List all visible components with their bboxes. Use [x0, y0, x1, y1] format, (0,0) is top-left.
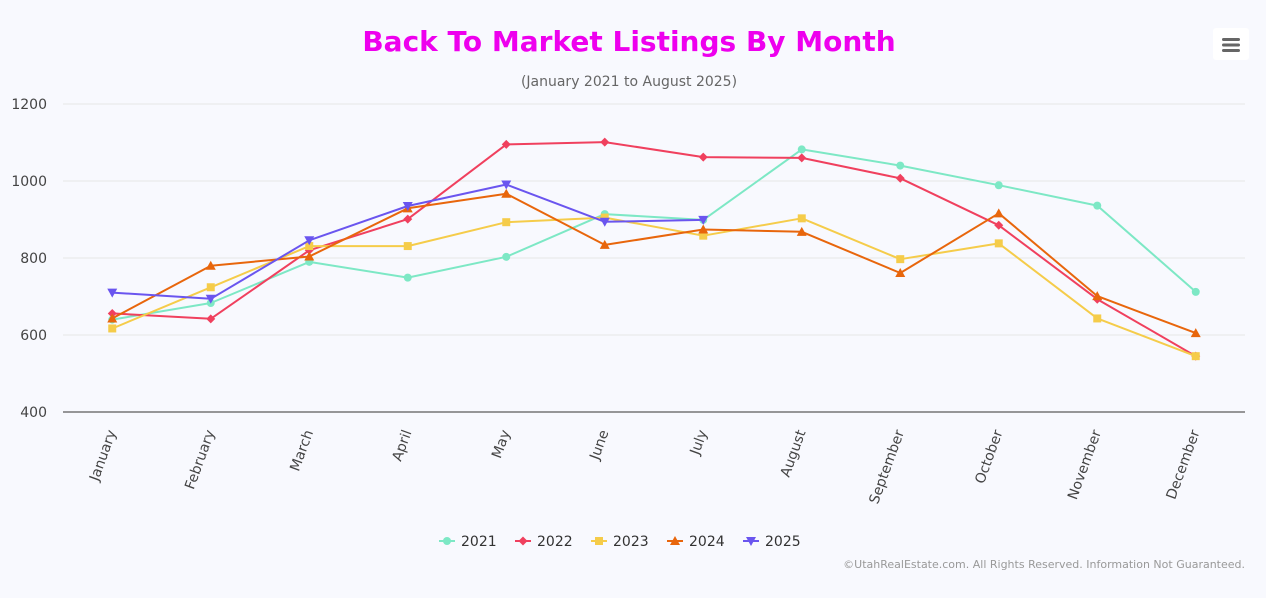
data-point-2022[interactable] — [698, 152, 708, 162]
series-2021 — [108, 145, 1200, 324]
series-line-2022 — [112, 141, 1197, 358]
data-point-2022[interactable] — [107, 308, 117, 318]
data-point-2024[interactable] — [698, 224, 709, 234]
y-tick-label: 600 — [20, 328, 47, 344]
data-point-2022[interactable] — [206, 314, 216, 324]
series-2025 — [107, 180, 709, 304]
data-point-2024[interactable] — [205, 260, 216, 270]
series-2022 — [107, 137, 1201, 361]
data-point-2021[interactable] — [1191, 287, 1200, 296]
x-tick-label: December — [1164, 428, 1204, 502]
x-tick-label: August — [778, 427, 810, 479]
legend-item-2021[interactable]: 2021 — [439, 534, 497, 550]
data-point-2024[interactable] — [501, 188, 512, 198]
data-point-2024[interactable] — [599, 239, 610, 249]
x-axis: January February March April May June July Augu… — [86, 427, 1203, 506]
data-point-2022[interactable] — [797, 153, 807, 163]
data-point-2023[interactable] — [994, 239, 1003, 248]
data-point-2023[interactable] — [1093, 314, 1102, 323]
legend-label[interactable]: 2021 — [461, 534, 497, 550]
grid-lines — [63, 103, 1245, 336]
data-point-2023[interactable] — [403, 242, 412, 251]
y-tick-label: 800 — [20, 251, 47, 267]
x-tick-label: February — [182, 428, 218, 492]
data-point-2023[interactable] — [502, 218, 511, 227]
legend-marker[interactable] — [595, 537, 603, 545]
legend-label[interactable]: 2024 — [689, 534, 725, 550]
x-tick-label: July — [687, 428, 711, 458]
data-point-2021[interactable] — [502, 252, 511, 261]
data-point-2024[interactable] — [796, 226, 807, 236]
data-point-2025[interactable] — [402, 202, 413, 212]
data-point-2022[interactable] — [600, 137, 610, 147]
data-point-2024[interactable] — [993, 208, 1004, 218]
x-tick-label: October — [972, 428, 1006, 486]
x-tick-label: November — [1065, 428, 1105, 502]
credits-text[interactable]: ©UtahRealEstate.com. All Rights Reserved… — [843, 558, 1245, 571]
x-tick-label: June — [587, 428, 613, 463]
data-point-2025[interactable] — [698, 215, 709, 225]
x-tick-label: March — [287, 428, 317, 474]
data-point-2023[interactable] — [896, 255, 905, 264]
legend-item-2025[interactable]: 2025 — [743, 534, 801, 550]
data-point-2024[interactable] — [107, 313, 118, 323]
legend-label[interactable]: 2023 — [613, 534, 649, 550]
series-line-2024 — [111, 192, 1197, 335]
data-point-2022[interactable] — [403, 214, 413, 224]
export-menu-button[interactable] — [1213, 28, 1249, 60]
series-group — [107, 137, 1201, 361]
data-point-2021[interactable] — [1093, 201, 1102, 210]
data-point-2022[interactable] — [501, 139, 511, 149]
data-point-2024[interactable] — [1190, 328, 1201, 338]
y-tick-label: 400 — [20, 405, 47, 421]
data-point-2025[interactable] — [501, 180, 512, 190]
legend-marker[interactable] — [443, 537, 451, 545]
data-point-2023[interactable] — [206, 283, 215, 292]
chart-subtitle: (January 2021 to August 2025) — [521, 74, 737, 90]
series-line-2021 — [112, 148, 1197, 321]
y-axis: 400 600 800 1000 1200 — [11, 97, 1245, 421]
data-point-2023[interactable] — [305, 242, 314, 251]
data-point-2023[interactable] — [108, 324, 117, 333]
data-point-2023[interactable] — [1191, 352, 1200, 361]
data-point-2023[interactable] — [797, 214, 806, 223]
legend-item-2024[interactable]: 2024 — [667, 534, 725, 550]
x-tick-label: January — [86, 428, 120, 484]
data-point-2024[interactable] — [304, 251, 315, 261]
legend-item-2023[interactable]: 2023 — [591, 534, 649, 550]
data-point-2024[interactable] — [1092, 291, 1103, 301]
data-point-2024[interactable] — [895, 268, 906, 278]
legend-marker[interactable] — [746, 537, 756, 546]
legend-item-2022[interactable]: 2022 — [515, 534, 573, 550]
chart-title: Back To Market Listings By Month — [362, 25, 895, 58]
data-point-2025[interactable] — [205, 294, 216, 304]
legend-label[interactable]: 2022 — [537, 534, 573, 550]
series-2023 — [108, 213, 1200, 361]
y-tick-label: 1200 — [11, 97, 47, 113]
legend-marker[interactable] — [518, 536, 528, 546]
data-point-2025[interactable] — [107, 288, 118, 298]
data-point-2022[interactable] — [895, 173, 905, 183]
data-point-2023[interactable] — [699, 231, 708, 240]
hamburger-menu-icon[interactable] — [1222, 38, 1240, 52]
data-point-2025[interactable] — [599, 217, 610, 227]
data-point-2021[interactable] — [896, 161, 905, 170]
legend: 2021 2022 2023 2024 2025 — [439, 534, 801, 550]
legend-marker[interactable] — [670, 536, 680, 545]
series-line-2023 — [111, 216, 1197, 358]
data-point-2021[interactable] — [403, 273, 412, 282]
x-tick-label: April — [390, 428, 416, 464]
y-tick-label: 1000 — [11, 174, 47, 190]
x-tick-label: September — [867, 428, 909, 506]
data-point-2021[interactable] — [994, 181, 1003, 190]
data-point-2023[interactable] — [600, 213, 609, 222]
x-tick-label: May — [489, 428, 514, 461]
data-point-2025[interactable] — [304, 236, 315, 246]
series-line-2025 — [112, 183, 704, 300]
legend-label[interactable]: 2025 — [765, 534, 801, 550]
data-point-2021[interactable] — [797, 145, 806, 154]
series-2024 — [107, 188, 1201, 338]
data-point-2022[interactable] — [994, 220, 1004, 230]
